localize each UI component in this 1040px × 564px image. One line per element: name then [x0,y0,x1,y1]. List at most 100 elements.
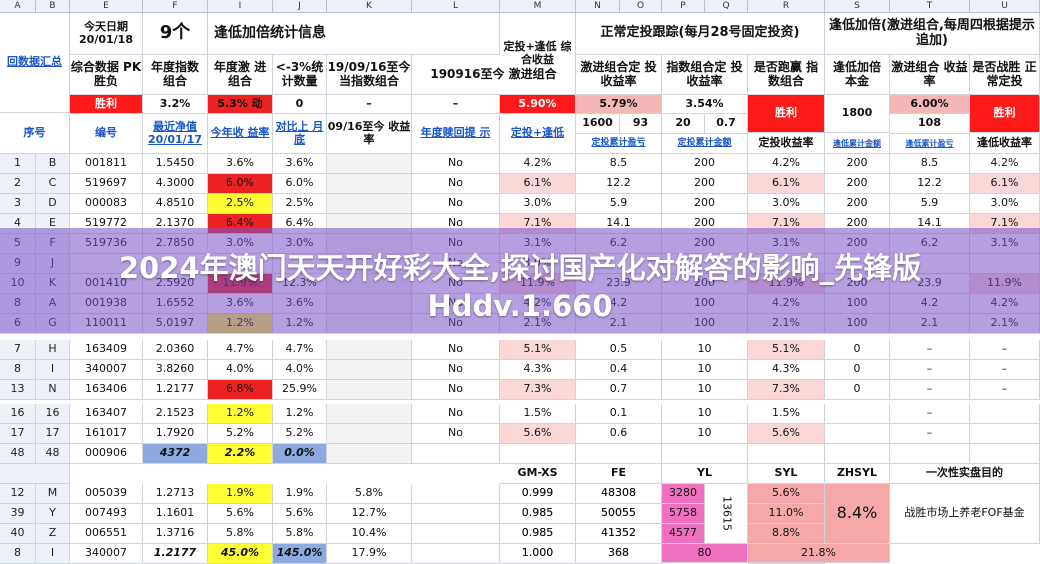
table-cell: – [890,360,970,380]
table-cell[interactable]: 16 [36,404,70,424]
column-header[interactable]: O [620,0,662,13]
header-cell: 190916至今 激进组合 [412,55,576,95]
side-label[interactable]: 回数据汇总 [0,13,70,113]
gm-cell[interactable]: Y [36,504,70,524]
table-cell[interactable]: 8 [0,360,36,380]
column-header[interactable]: I [208,0,273,13]
table-cell[interactable]: 000083 [70,194,143,214]
gm-cell[interactable]: 340007 [70,544,143,564]
gm-cell: 0.985 [500,524,576,544]
column-header[interactable]: M [500,0,576,13]
table-cell[interactable]: 17 [36,424,70,444]
table-cell[interactable]: 48 [0,444,36,464]
column-header[interactable]: A [0,0,36,13]
column-header[interactable]: B [36,0,70,13]
gm-cell[interactable]: I [36,544,70,564]
cell[interactable]: 定投累计金额 [662,134,748,154]
table-cell: 10 [662,404,748,424]
table-cell[interactable]: 340007 [70,360,143,380]
gm-cell[interactable]: 8 [0,544,36,564]
cell: 逢低收益率 [970,133,1040,154]
table-cell: 1.5% [500,404,576,424]
gm-cell[interactable]: 40 [0,524,36,544]
gm-cell[interactable]: 12 [0,484,36,504]
table-cell: 4372 [143,444,208,464]
column-title[interactable]: 定投+逢低 [500,114,576,154]
column-header[interactable]: L [412,0,500,13]
gm-cell: 5.8% [208,524,273,544]
gm-cell: 5.8% [327,484,412,504]
table-cell[interactable]: 001811 [70,154,143,174]
table-cell[interactable]: 519697 [70,174,143,194]
regular-invest-title: 正常定投跟踪(每月28号固定投资) [576,13,825,55]
column-header[interactable]: F [143,0,208,13]
gm-cell: 10.4% [327,524,412,544]
gm-cell[interactable]: M [36,484,70,504]
gm-cell: 5.8% [273,524,327,544]
gm-cell[interactable]: 007493 [70,504,143,524]
gm-cell[interactable]: Z [36,524,70,544]
table-cell: No [412,154,500,174]
table-cell[interactable]: 3 [0,194,36,214]
table-cell[interactable]: N [36,380,70,400]
table-cell [500,444,576,464]
table-cell[interactable]: C [36,174,70,194]
column-header[interactable]: R [748,0,825,13]
gm-cell[interactable]: 005039 [70,484,143,504]
table-cell[interactable]: 13 [0,380,36,400]
header-cell: 指数组合定 投收益率 [662,55,748,95]
cell: 定投收益率 [748,133,825,154]
table-cell: 1.2% [273,404,327,424]
column-header[interactable]: J [273,0,327,13]
column-header[interactable]: U [970,0,1040,13]
header-cell: 19/09/16至今 当指数组合 [327,55,412,95]
gm-cell: 1.000 [500,544,576,564]
table-cell[interactable]: I [36,360,70,380]
summary-value: 0 [273,95,327,114]
table-cell: 7.3% [748,380,825,400]
table-cell: 4.3% [500,360,576,380]
table-cell[interactable]: H [36,340,70,360]
table-cell[interactable]: 48 [36,444,70,464]
table-cell [327,424,412,444]
table-cell: 4.3000 [143,174,208,194]
table-cell[interactable]: 7 [0,340,36,360]
column-header[interactable]: K [327,0,412,13]
column-header[interactable]: N [576,0,620,13]
column-title[interactable]: 今年收 益率 [208,114,273,154]
cell[interactable]: 定投累计盈亏 [576,134,662,154]
column-header[interactable]: T [890,0,970,13]
table-cell[interactable]: 17 [0,424,36,444]
gm-cell[interactable]: 39 [0,504,36,524]
column-header[interactable]: P [662,0,705,13]
summary-value: 5.3% 动 [208,95,273,114]
table-cell[interactable]: B [36,154,70,174]
column-title[interactable]: 编号 [70,114,143,154]
table-cell[interactable]: 163409 [70,340,143,360]
column-header[interactable]: Q [705,0,748,13]
column-header[interactable]: S [825,0,890,13]
table-cell[interactable]: 2 [0,174,36,194]
gm-cell[interactable]: 006551 [70,524,143,544]
column-header[interactable]: E [70,0,143,13]
cell[interactable]: 逢低累计金额 [825,134,890,154]
column-title[interactable]: 序号 [0,114,70,154]
table-cell[interactable]: 163406 [70,380,143,400]
cell[interactable]: 逢低累计盈亏 [890,134,970,154]
header-cell: 年度指数 组合 [143,55,208,95]
table-cell: 3.6% [273,154,327,174]
table-cell[interactable]: 163407 [70,404,143,424]
table-cell[interactable]: 1 [0,154,36,174]
table-cell: 2.5% [273,194,327,214]
column-title[interactable]: 09/16至今 收益率 [327,114,412,154]
column-title[interactable]: 最近净值 20/01/17 [143,114,208,154]
table-cell[interactable]: 16 [0,404,36,424]
table-cell[interactable]: D [36,194,70,214]
column-title[interactable]: 对比上 月底 [273,114,327,154]
column-title[interactable]: 年度赎回提 示 [412,114,500,154]
table-cell[interactable]: 000906 [70,444,143,464]
table-cell [327,154,412,174]
table-cell[interactable]: 161017 [70,424,143,444]
table-cell: – [970,360,1040,380]
banner-title: 2024年澳门天天开好彩大全,探讨国产化对解答的影响_先锋版 [118,251,922,285]
